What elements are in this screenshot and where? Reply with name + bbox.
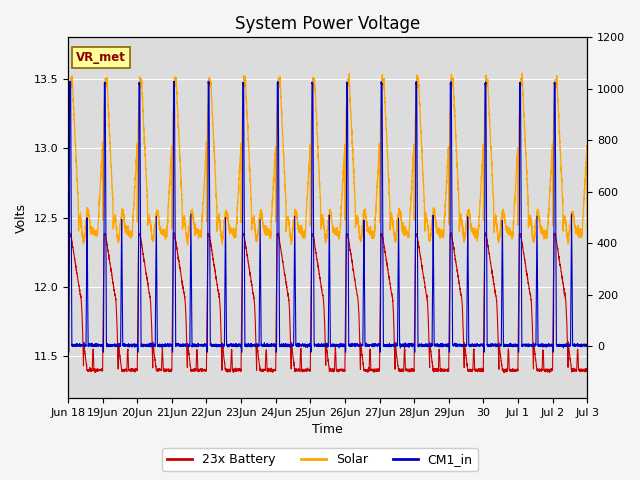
CM1_in	[583, 342, 591, 348]
23x Battery	[492, 288, 499, 293]
Text: VR_met: VR_met	[76, 51, 125, 64]
Solar	[402, 231, 410, 237]
Legend: 23x Battery, Solar, CM1_in: 23x Battery, Solar, CM1_in	[163, 448, 477, 471]
23x Battery	[64, 367, 72, 373]
CM1_in	[263, 343, 271, 348]
CM1_in	[402, 343, 410, 349]
Y-axis label: Volts: Volts	[15, 203, 28, 233]
Solar	[159, 229, 166, 235]
Title: System Power Voltage: System Power Voltage	[235, 15, 420, 33]
CM1_in	[492, 342, 499, 348]
Solar	[452, 128, 460, 133]
CM1_in	[452, 342, 460, 348]
23x Battery	[583, 368, 591, 373]
Line: Solar: Solar	[68, 73, 587, 244]
Solar	[583, 226, 591, 232]
CM1_in	[65, 349, 72, 355]
Solar	[64, 227, 72, 233]
Solar	[376, 144, 383, 150]
Solar	[518, 70, 526, 76]
Line: 23x Battery: 23x Battery	[68, 232, 587, 372]
23x Battery	[447, 229, 454, 235]
CM1_in	[159, 343, 166, 349]
23x Battery	[452, 259, 460, 264]
X-axis label: Time: Time	[312, 423, 343, 436]
Solar	[262, 231, 270, 237]
23x Battery	[262, 348, 270, 354]
Solar	[491, 217, 499, 223]
CM1_in	[64, 343, 72, 348]
CM1_in	[376, 342, 383, 348]
23x Battery	[376, 367, 383, 373]
23x Battery	[92, 370, 99, 375]
Solar	[184, 241, 191, 247]
23x Battery	[402, 367, 410, 372]
23x Battery	[159, 345, 166, 351]
CM1_in	[204, 78, 212, 84]
Line: CM1_in: CM1_in	[68, 81, 587, 352]
